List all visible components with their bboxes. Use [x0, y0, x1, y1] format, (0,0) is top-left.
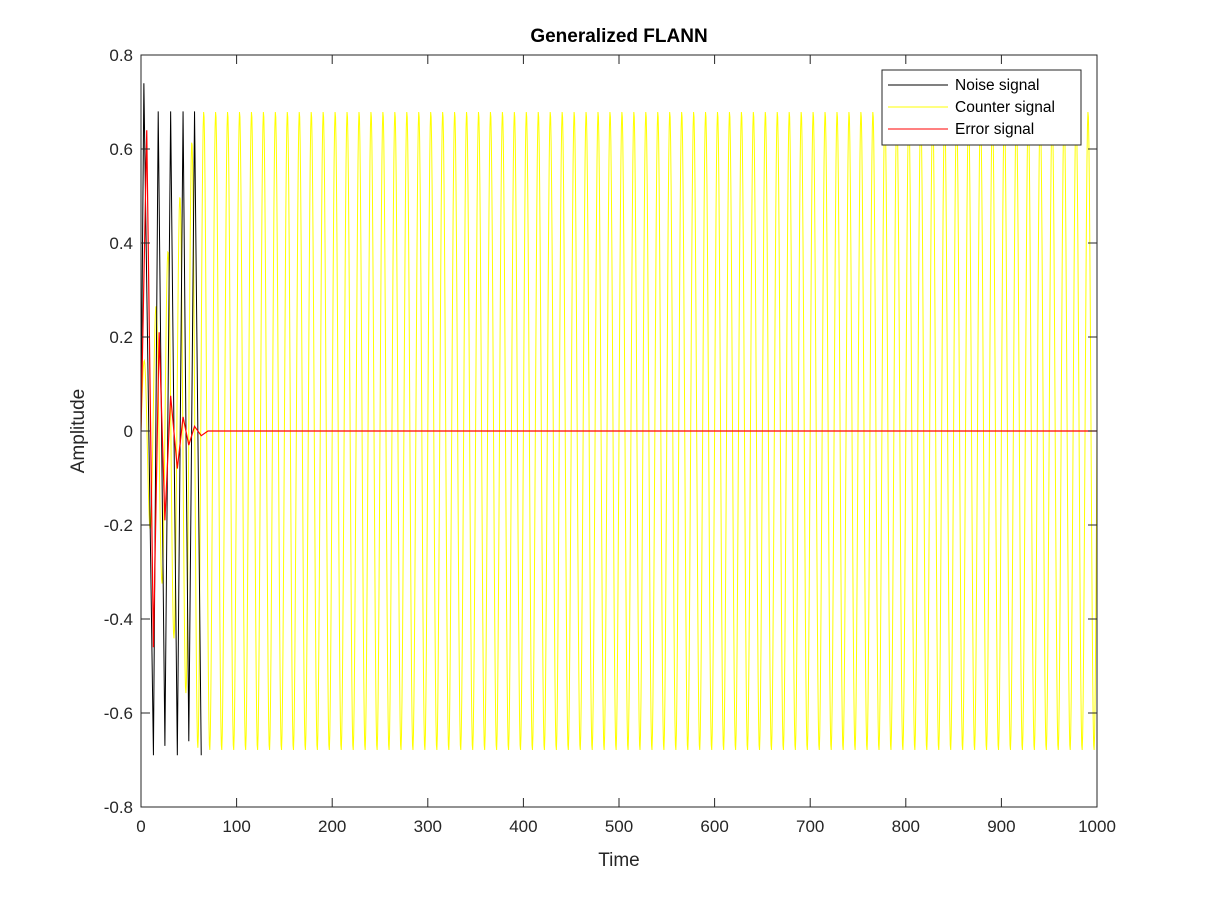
legend-label-counter: Counter signal [955, 99, 1055, 116]
y-tick-label: 0.6 [109, 140, 133, 159]
y-tick-label: -0.2 [104, 516, 133, 535]
x-tick-label: 900 [987, 817, 1015, 836]
x-tick-label: 400 [509, 817, 537, 836]
x-tick-label: 200 [318, 817, 346, 836]
tick-layer: 0 100 200 300 400 500 600 700 800 900 1000 -0.8 -0.6… [104, 46, 1116, 836]
y-tick-label: -0.6 [104, 704, 133, 723]
y-tick-label: 0.4 [109, 234, 133, 253]
legend-label-noise: Noise signal [955, 77, 1039, 94]
x-tick-label: 1000 [1078, 817, 1116, 836]
series-line-noise-signal [141, 83, 202, 756]
x-tick-label: 0 [136, 817, 145, 836]
y-tick-label: 0.2 [109, 328, 133, 347]
series-layer [141, 83, 1097, 756]
x-tick-label: 600 [700, 817, 728, 836]
x-tick-label: 700 [796, 817, 824, 836]
y-tick-label: -0.8 [104, 798, 133, 817]
x-tick-label: 500 [605, 817, 633, 836]
y-tick-label: 0 [124, 422, 133, 441]
y-tick-label: -0.4 [104, 610, 133, 629]
legend: Noise signal Counter signal Error signal [881, 69, 1082, 146]
legend-label-error: Error signal [955, 121, 1034, 138]
x-tick-label: 100 [222, 817, 250, 836]
series-line-error-signal [141, 130, 1097, 648]
x-axis-label: Time [598, 850, 640, 871]
y-tick-label: 0.8 [109, 46, 133, 65]
x-tick-label: 800 [892, 817, 920, 836]
y-axis-label: Amplitude [68, 389, 89, 474]
chart-title: Generalized FLANN [530, 26, 707, 47]
x-tick-label: 300 [414, 817, 442, 836]
